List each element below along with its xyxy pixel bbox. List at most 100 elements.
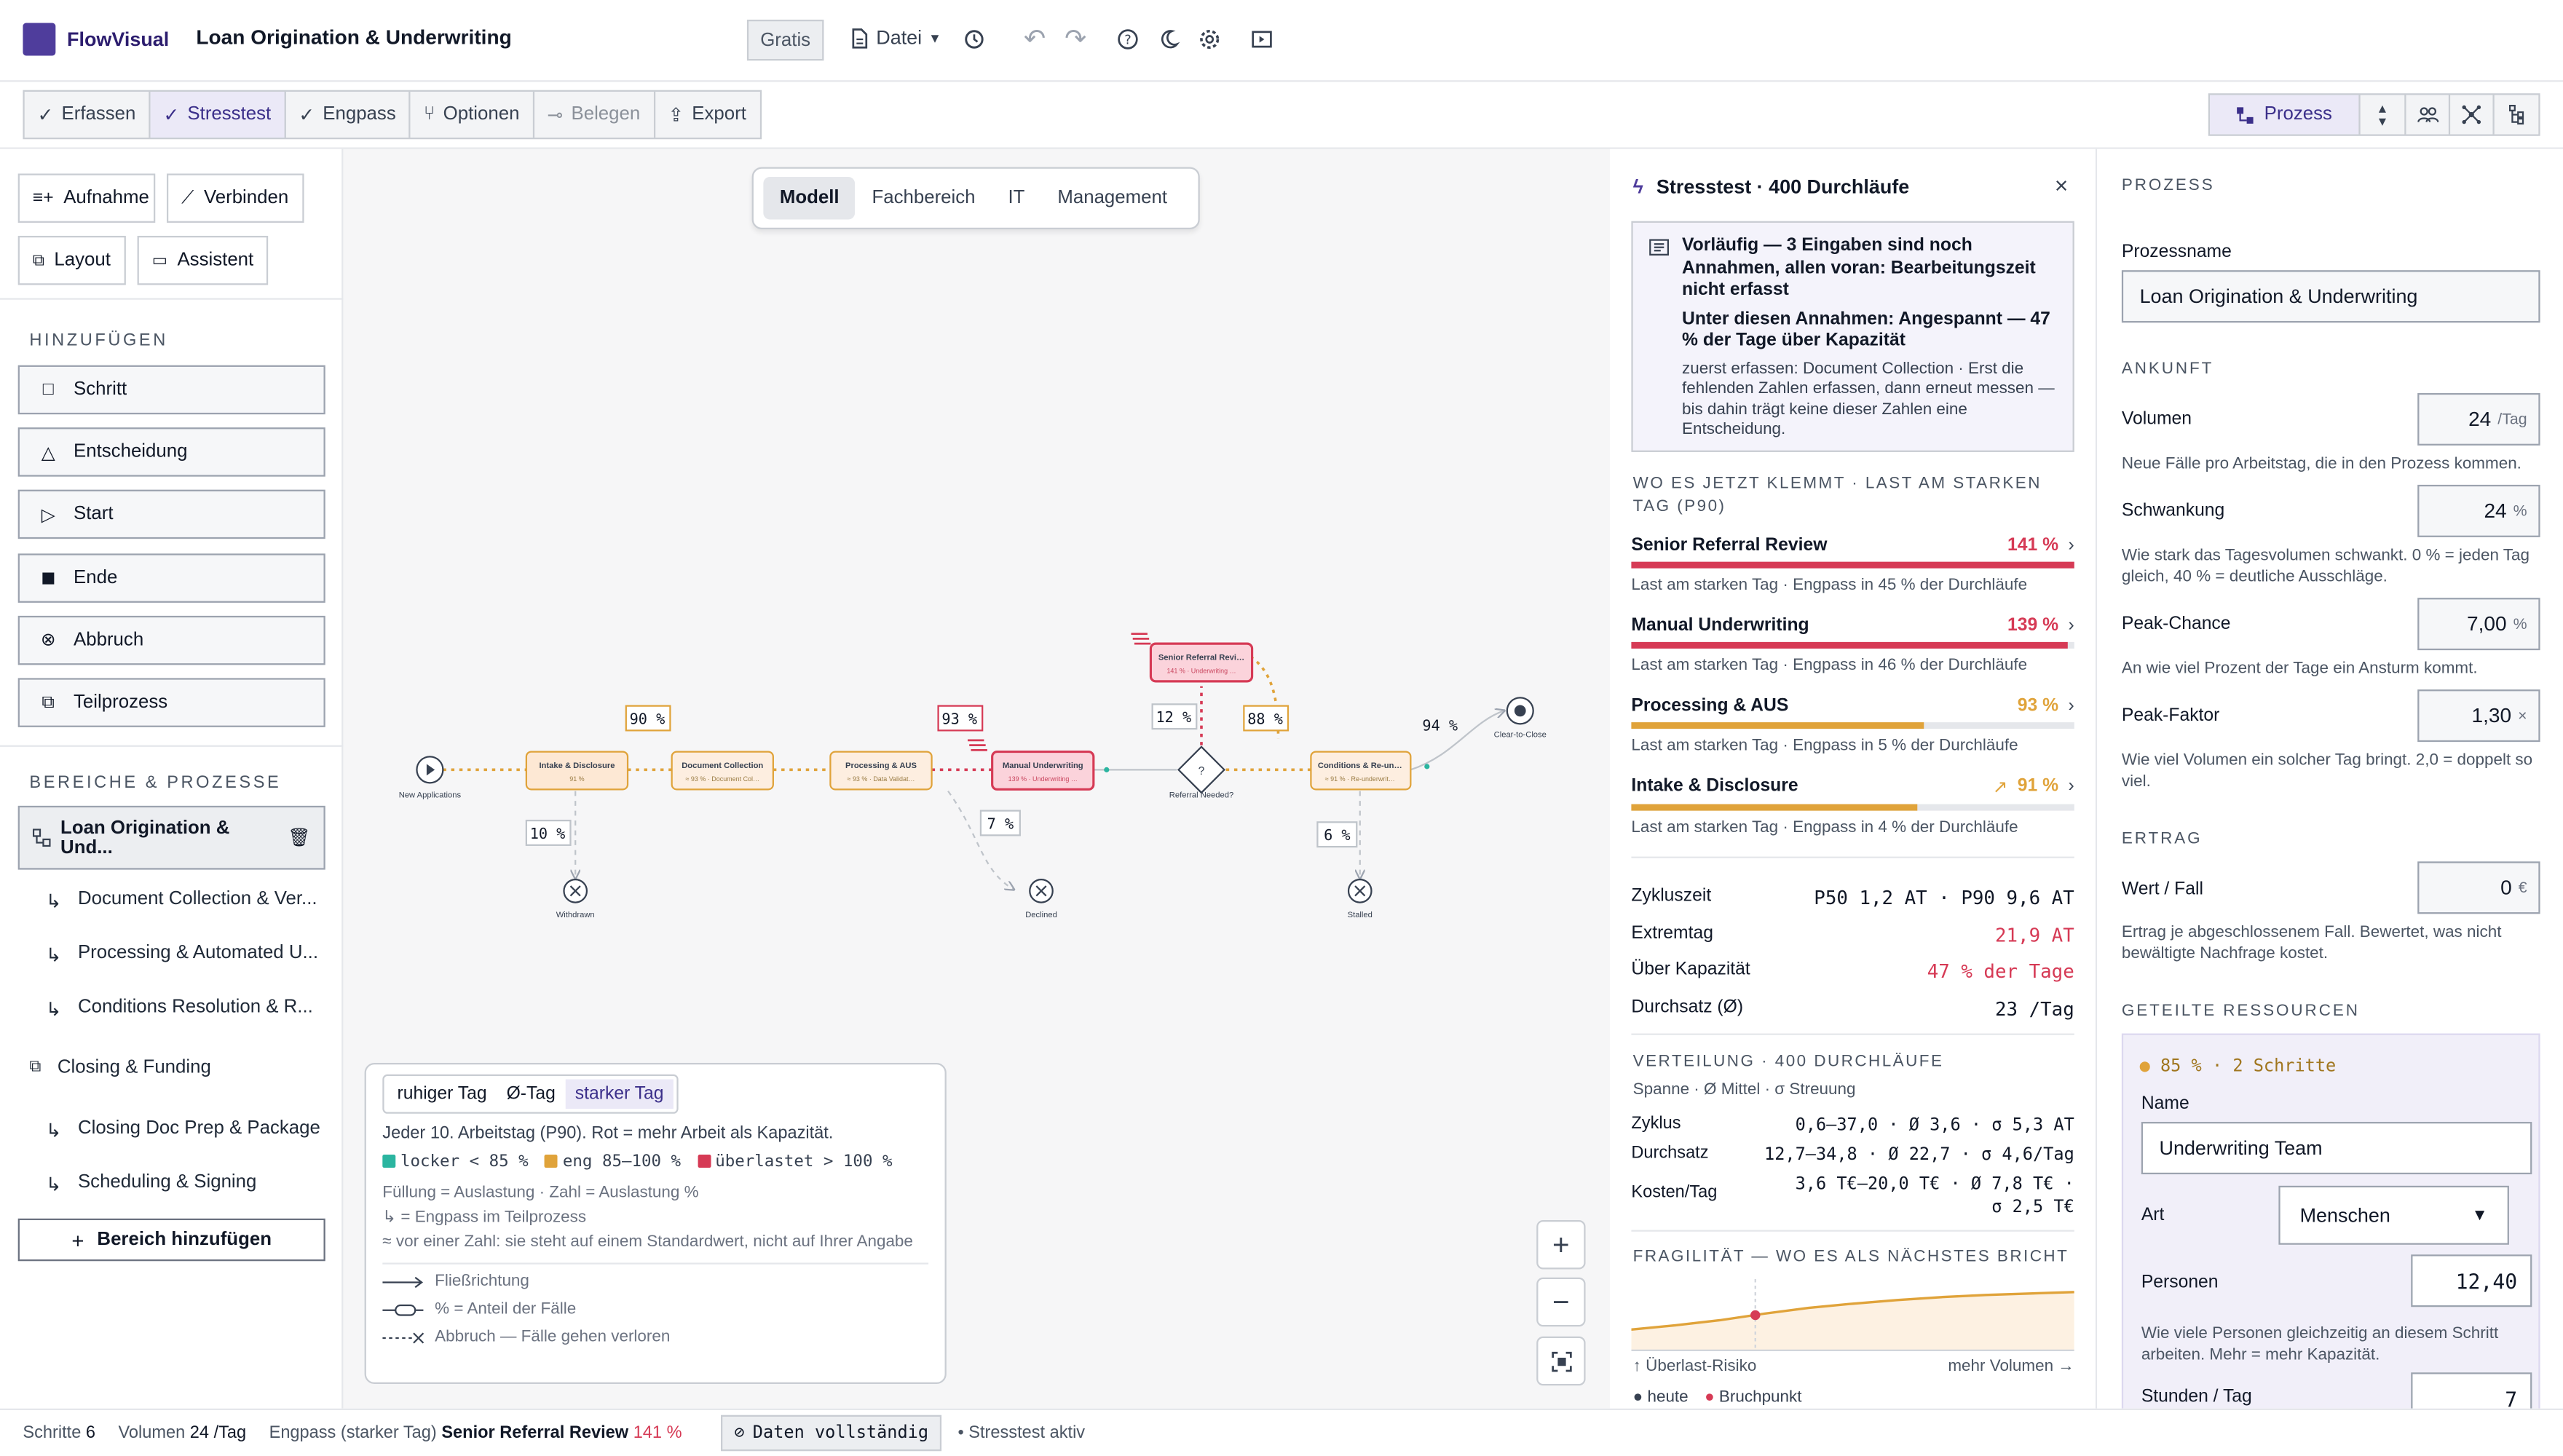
help-icon[interactable]: ? [1112,23,1145,55]
add-item-label: Schritt [74,379,127,400]
variance-input[interactable]: 24% [2417,484,2540,537]
fit-view-icon[interactable] [1536,1336,1586,1386]
bottleneck-item[interactable]: Senior Referral Review 141 % › Last am star… [1631,536,2074,595]
settings-gear-icon[interactable] [1193,23,1226,55]
layout-button[interactable]: ⧉ Layout [17,235,126,285]
process-name-input[interactable]: Loan Origination & Underwriting [2121,270,2540,323]
step-senior-referral[interactable] [1149,642,1254,683]
resource-name-label: Name [2141,1093,2189,1114]
day-type-tab[interactable]: ruhiger Tag [397,1084,487,1104]
arrival-section-title: ANKUNFT [2121,360,2214,379]
top-bar: FlowVisual Loan Origination & Underwriti… [0,0,2563,82]
view-switcher: Prozess ▴ ▾ [2208,93,2540,136]
add-start-button[interactable]: ▷ Start [17,490,325,540]
view-tab-management[interactable]: Management [1057,188,1168,208]
step-doc[interactable] [671,751,774,791]
data-complete-badge[interactable]: ⊘ Daten vollständig [721,1415,942,1452]
bottleneck-item[interactable]: Processing & AUS 93 % › Last am starken Tag… [1631,696,2074,755]
distribution-value: 12,7–34,8 · Ø 22,7 · σ 4,6/Tag [1764,1144,2074,1165]
mode-erfassen-button[interactable]: ✓ Erfassen [25,91,151,138]
decision-node[interactable] [1177,745,1226,794]
step-conditions[interactable] [1310,751,1412,791]
volume-input[interactable]: 24/Tag [2417,392,2540,446]
area-item[interactable]: ⧉ Closing & Funding [29,1058,210,1077]
add-schritt-button[interactable]: □ Schritt [17,365,325,415]
subprocess-item[interactable]: ↳ Processing & Automated U... [46,943,318,966]
subprocess-item[interactable]: ↳ Closing Doc Prep & Package [46,1119,320,1142]
document-title[interactable]: Loan Origination & Underwriting [196,25,512,50]
zoom-in-button[interactable]: + [1536,1220,1586,1270]
view-cycle-icon[interactable]: ▴ ▾ [2361,95,2406,135]
shared-resources-title: GETEILTE RESSOURCEN [2121,1002,2360,1021]
divider [1631,1033,2074,1035]
chevron-right-icon: › [2068,535,2074,555]
bottleneck-item[interactable]: Intake & Disclosure ↗ 91 % › Last am starken… [1631,776,2074,837]
network-view-icon[interactable] [2450,95,2495,135]
day-type-tab[interactable]: starker Tag [565,1079,674,1109]
subprocess-icon: ⧉ [42,692,55,712]
peak-chance-input[interactable]: 7,00% [2417,598,2540,651]
subprocess-item[interactable]: ↳ Scheduling & Signing [46,1173,257,1195]
connect-button[interactable]: ⟋ Verbinden [166,173,304,223]
selected-process-item[interactable]: Loan Origination & Und... 🗑 [17,805,325,870]
add-ende-button[interactable]: ◼ Ende [17,553,325,602]
hierarchy-view-icon[interactable] [2495,95,2539,134]
resource-name-input[interactable]: Underwriting Team [2141,1122,2532,1175]
trash-icon[interactable]: 🗑 [288,828,311,849]
plan-badge[interactable]: Gratis [746,19,824,61]
kpi-row: Zykluszeit P50 1,2 AT · P90 9,6 AT [1631,886,2074,909]
present-icon[interactable] [1246,23,1279,55]
distribution-value: 3,6 T€–20,0 T€ · Ø 7,8 T€ · σ 2,5 T€ [1795,1174,2074,1217]
resource-type-select[interactable]: Menschen ▼ [2278,1185,2509,1245]
peak-chance-help: An wie viel Prozent der Tage ein Ansturm… [2121,660,2478,678]
step-intake[interactable] [525,751,629,791]
mode-export-button[interactable]: ⇪ Export [655,92,759,138]
bottleneck-item[interactable]: Manual Underwriting 139 % › Last am starken… [1631,616,2074,675]
volume-help: Neue Fälle pro Arbeitstag, die in den Pr… [2121,455,2521,474]
bottleneck-bar [1631,804,2074,811]
team-view-icon[interactable] [2406,95,2451,135]
view-tab-modell[interactable]: Modell [763,176,856,220]
subprocess-label: Processing & Automated U... [77,943,319,963]
subprocess-item[interactable]: ↳ Conditions Resolution & R... [46,997,313,1020]
redo-icon[interactable]: ↷ [1065,25,1087,55]
mode-belegen-button[interactable]: ⊸ Belegen [534,91,655,138]
file-menu[interactable]: Datei ▼ [850,26,941,49]
value-per-case-input[interactable]: 0 € [2417,861,2540,914]
zoom-out-button[interactable]: − [1536,1277,1586,1327]
undo-icon[interactable]: ↶ [1023,25,1046,55]
process-tree-icon [2237,106,2254,123]
mode-engpass-button[interactable]: ✓ Engpass [285,91,411,138]
bottleneck-status[interactable]: Engpass (starker Tag) Senior Referral Re… [269,1423,682,1443]
legend-share-label: % = Anteil der Fälle [435,1300,577,1319]
legend-swatch [382,1155,396,1168]
trend-up-icon: ↗ [1992,778,2008,798]
view-process-label: Prozess [2264,104,2332,124]
legend-note: Füllung = Auslastung · Zahl = Auslastung… [382,1184,699,1203]
day-type-tab[interactable]: Ø-Tag [506,1084,556,1104]
view-tab-it[interactable]: IT [1008,188,1025,208]
peak-factor-input[interactable]: 1,30 × [2417,689,2540,743]
step-processing[interactable] [829,751,933,791]
sub-arrow-icon: ↳ [45,1000,62,1021]
subprocess-item[interactable]: ↳ Document Collection & Ver... [46,890,317,912]
mode-optionen-button[interactable]: ⑂ Optionen [411,91,534,138]
capture-button[interactable]: ≡+ Aufnahme [17,173,156,223]
persons-input[interactable]: 12,40 [2411,1254,2532,1307]
add-teilprozess-button[interactable]: ⧉ Teilprozess [17,678,325,727]
add-abbruch-button[interactable]: ⊗ Abbruch [17,615,325,665]
step-underwriting[interactable] [991,751,1095,791]
add-entscheidung-button[interactable]: △ Entscheidung [17,427,325,478]
mode-stresstest-button[interactable]: ✓ Stresstest [150,91,286,138]
close-icon[interactable]: × [2054,172,2069,199]
peak-factor-unit: × [2518,706,2527,725]
assistant-button[interactable]: ▭ Assistent [137,235,269,285]
flow-canvas[interactable]: Modell Fachbereich IT Management Ne [343,149,1611,1409]
hours-input[interactable]: 7 [2411,1372,2532,1409]
view-tab-fachbereich[interactable]: Fachbereich [872,188,976,208]
dark-mode-icon[interactable] [1153,23,1185,55]
history-icon[interactable] [958,23,991,55]
volume-value: 24 [2468,408,2492,431]
add-area-button[interactable]: + Bereich hinzufügen [17,1218,325,1262]
view-process-button[interactable]: Prozess [2210,95,2361,135]
